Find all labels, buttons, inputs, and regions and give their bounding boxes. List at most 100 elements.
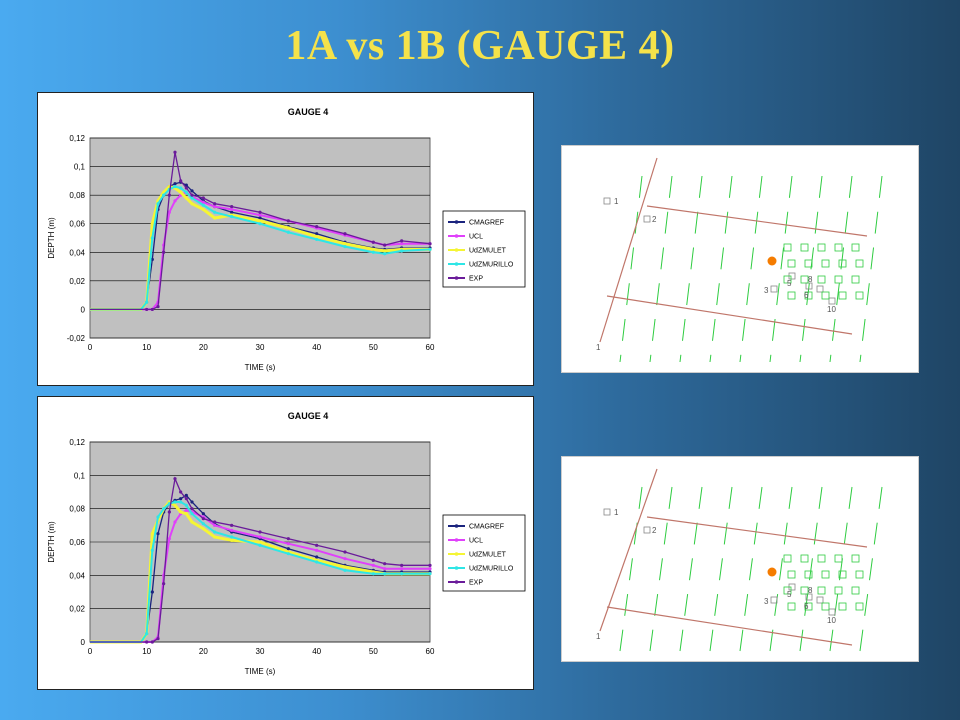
flume-guide-line (859, 175, 883, 363)
data-point (190, 512, 194, 516)
data-point (258, 222, 262, 226)
data-point (383, 249, 387, 253)
data-point (201, 203, 205, 207)
x-tick-label: 50 (369, 343, 378, 352)
flume-guide-line (679, 486, 703, 652)
channel-wall (646, 516, 868, 548)
data-point (230, 210, 234, 214)
gauge-cell (855, 291, 864, 300)
gauge-label: 1 (596, 343, 601, 352)
gauge-cell (804, 602, 813, 611)
series-line-ucl (90, 191, 430, 311)
data-point (184, 512, 188, 516)
flume-guide-line (649, 175, 673, 363)
x-tick-label: 0 (88, 647, 93, 656)
series-line-exp (90, 152, 431, 311)
data-point (400, 249, 404, 253)
gauge-cell (804, 259, 813, 268)
gauge-cell (821, 570, 830, 579)
gauge-box (816, 285, 824, 293)
data-point (428, 247, 432, 252)
channel-wall (606, 295, 853, 335)
data-point (150, 257, 154, 262)
data-point (184, 493, 188, 497)
data-point (258, 216, 262, 220)
legend-marker (454, 552, 459, 556)
gauge-cell (817, 243, 826, 252)
gauge-layout-map-1b: 1 2 3 5 6 8 10 1 (596, 468, 883, 652)
y-axis-label: DEPTH (m) (47, 521, 56, 563)
chart-title: GAUGE 4 (288, 107, 329, 117)
gauge-cell (834, 243, 843, 252)
channel-wall (646, 205, 868, 237)
data-point (213, 530, 217, 534)
x-tick-label: 40 (312, 647, 321, 656)
legend-label: UdZMURILLO (469, 262, 514, 269)
x-tick-label: 60 (426, 343, 435, 352)
data-point (343, 232, 347, 236)
data-point (156, 202, 160, 206)
gauge-label: 5 (787, 279, 792, 288)
data-point (150, 236, 154, 240)
series-line-udzmurillo (90, 185, 431, 311)
gauge-box (770, 285, 778, 293)
flume-guide-line (769, 175, 793, 363)
data-point (184, 503, 188, 507)
legend-label: EXP (469, 580, 483, 587)
data-point (213, 523, 217, 527)
data-point (315, 224, 319, 229)
data-point (179, 186, 183, 190)
x-tick-label: 20 (199, 343, 208, 352)
data-point (315, 555, 319, 559)
data-point (286, 219, 290, 223)
data-point (230, 204, 234, 209)
data-point (145, 300, 149, 304)
data-point (173, 520, 177, 524)
gauge-box (828, 608, 836, 616)
data-point (145, 307, 149, 312)
data-point (230, 538, 234, 542)
y-tick-label: 0,12 (69, 438, 85, 447)
gauge-box (603, 197, 611, 205)
data-point (162, 193, 166, 197)
chart-title: GAUGE 4 (288, 411, 329, 421)
data-point (145, 632, 149, 636)
legend-label: CMAGREF (469, 220, 504, 227)
y-tick-label: 0,06 (69, 220, 85, 229)
flume-guide-line (619, 486, 643, 652)
flume-guide-line (769, 486, 793, 652)
legend-label: UdZMURILLO (469, 566, 514, 573)
data-point (184, 508, 188, 512)
gauge-box (643, 215, 651, 223)
gauge-box (828, 297, 836, 305)
flume-guide-line (709, 486, 733, 652)
data-point (190, 202, 194, 206)
gauge-box (805, 282, 813, 290)
gauge-map-1a: 1 2 3 5 6 8 10 1 (561, 145, 919, 373)
legend-marker (454, 234, 459, 238)
data-point (286, 542, 290, 546)
data-point (173, 199, 177, 203)
data-point (428, 563, 432, 567)
gauge-cell (787, 259, 796, 268)
data-point (230, 528, 234, 532)
data-point (201, 200, 205, 204)
data-point (286, 547, 290, 551)
data-point (162, 582, 166, 586)
data-point (400, 567, 404, 571)
gauge-cell (804, 570, 813, 579)
data-point (258, 540, 262, 544)
gauge-label: 3 (764, 597, 769, 606)
gauge-box (770, 596, 778, 604)
gauge-cell (834, 586, 843, 595)
legend-label: CMAGREF (469, 524, 504, 531)
gauge-box (603, 508, 611, 516)
data-point (258, 210, 262, 214)
data-point (190, 189, 194, 193)
gauge-cell (787, 602, 796, 611)
y-tick-label: -0,02 (67, 334, 86, 343)
data-point (383, 252, 387, 256)
gauge-cell (851, 586, 860, 595)
data-point (343, 568, 347, 572)
x-tick-label: 0 (88, 343, 93, 352)
